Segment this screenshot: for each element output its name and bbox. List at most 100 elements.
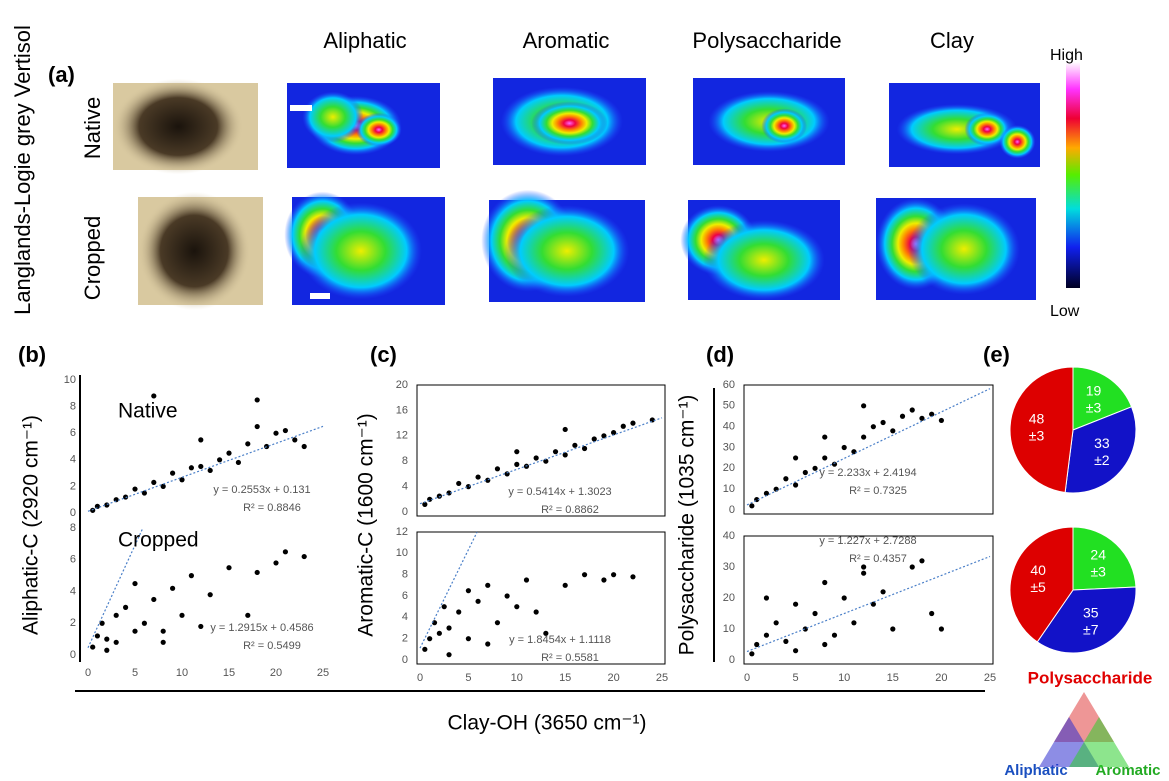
- column-header: Clay: [930, 28, 974, 53]
- r-squared: R² = 0.5581: [541, 652, 599, 664]
- trend-line: [419, 531, 478, 649]
- data-point: [104, 502, 110, 508]
- y-tick-label: 0: [729, 504, 735, 516]
- slice-error: ±3: [1090, 563, 1106, 579]
- x-tick-label: 5: [132, 667, 138, 679]
- data-point: [572, 442, 578, 448]
- data-point: [812, 465, 818, 471]
- slice-error: ±3: [1029, 427, 1045, 443]
- data-point: [870, 601, 876, 607]
- slice-value: 40: [1030, 562, 1046, 578]
- x-tick-label: 25: [984, 672, 996, 684]
- y-tick-label: 0: [70, 649, 76, 661]
- y-tick-label: 40: [723, 530, 735, 542]
- y-tick-label: 10: [396, 547, 408, 559]
- heat-blob: [703, 220, 825, 300]
- data-point: [446, 652, 452, 658]
- data-point: [273, 430, 279, 436]
- panel-title: Cropped: [118, 529, 199, 552]
- pie-slice: [1072, 526, 1137, 591]
- data-point: [301, 553, 307, 560]
- slice-value: 24: [1090, 546, 1106, 562]
- data-point: [475, 474, 481, 480]
- data-point: [630, 420, 636, 426]
- plot-frame: [743, 535, 994, 665]
- data-point: [870, 424, 876, 430]
- pie-slice: [1036, 586, 1137, 654]
- data-point: [890, 626, 896, 632]
- trend-equation: y = 2.233x + 2.4194: [819, 467, 916, 479]
- data-point: [132, 628, 138, 634]
- data-point: [630, 574, 636, 580]
- trend-line: [87, 425, 324, 512]
- panel-label: (d): [706, 342, 734, 367]
- data-point: [179, 477, 185, 483]
- data-point: [456, 480, 462, 487]
- data-point: [198, 437, 204, 443]
- data-point: [749, 503, 755, 509]
- slice-error: ±2: [1094, 452, 1110, 468]
- data-point: [543, 630, 549, 636]
- y-tick-label: 6: [402, 590, 408, 602]
- data-point: [552, 449, 559, 455]
- data-point: [773, 620, 779, 626]
- data-point: [533, 455, 539, 461]
- data-point: [591, 436, 597, 442]
- data-point: [485, 641, 491, 647]
- data-point: [504, 471, 510, 477]
- data-point: [783, 476, 789, 482]
- r-squared: R² = 0.8862: [541, 504, 599, 516]
- trend-equation: y = 1.227x + 2.7288: [819, 535, 916, 547]
- data-point: [217, 457, 223, 463]
- data-point: [601, 433, 607, 439]
- data-point: [938, 626, 945, 632]
- panel-label: (b): [18, 342, 46, 367]
- pie-slice: [1009, 526, 1074, 643]
- data-point: [235, 459, 241, 466]
- side-label: Langlands-Logie grey Vertisol: [10, 25, 35, 315]
- y-tick-label: 4: [402, 611, 408, 623]
- data-point: [90, 507, 96, 513]
- data-point: [763, 595, 770, 601]
- slice-value: 19: [1086, 382, 1102, 398]
- y-axis-label: Polysaccharide (1035 cm⁻¹): [676, 395, 699, 656]
- micrograph-particle: [138, 191, 251, 311]
- data-point: [831, 632, 838, 638]
- x-tick-label: 5: [465, 672, 471, 684]
- scale-bar: [310, 293, 330, 299]
- plot-frame: [416, 384, 666, 517]
- data-point: [245, 441, 251, 447]
- data-point: [446, 625, 452, 631]
- y-tick-label: 4: [402, 481, 408, 493]
- data-point: [160, 639, 166, 645]
- y-tick-label: 10: [723, 483, 735, 495]
- data-point: [504, 593, 510, 599]
- column-header: Aromatic: [523, 28, 610, 53]
- row-label: Native: [80, 97, 105, 159]
- heat-blob: [302, 91, 364, 143]
- data-point: [494, 620, 501, 626]
- slice-value: 35: [1083, 605, 1099, 621]
- data-point: [188, 465, 194, 471]
- y-tick-label: 8: [70, 401, 76, 413]
- y-tick-label: 50: [723, 400, 735, 412]
- data-point: [749, 651, 755, 657]
- legend-label: Polysaccharide: [1028, 668, 1153, 687]
- data-point: [909, 407, 915, 413]
- data-point: [113, 639, 119, 645]
- data-point: [880, 419, 886, 426]
- trend-line: [419, 417, 663, 505]
- data-point: [822, 434, 828, 440]
- plot-frame: [416, 531, 666, 665]
- data-point: [514, 461, 520, 467]
- data-point: [207, 467, 213, 474]
- heat-blob: [355, 112, 402, 147]
- data-point: [909, 564, 915, 570]
- heat-map: [493, 78, 646, 165]
- data-point: [890, 428, 896, 434]
- data-point: [427, 636, 433, 642]
- data-point: [514, 449, 520, 455]
- x-tick-label: 15: [223, 667, 235, 679]
- heat-map: [481, 189, 645, 302]
- data-point: [562, 452, 568, 458]
